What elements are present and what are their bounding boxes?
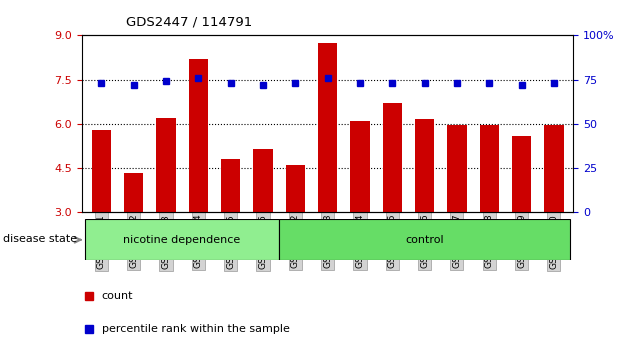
Bar [447,125,467,212]
Text: percentile rank within the sample: percentile rank within the sample [101,324,289,334]
Bar [544,125,564,212]
Bar [479,125,499,212]
Bar [382,103,402,212]
Bar [350,121,370,212]
Bar [318,43,337,212]
Bar [279,219,570,260]
Text: nicotine dependence: nicotine dependence [123,235,241,245]
Bar [512,136,531,212]
Bar [415,119,434,212]
Bar [156,118,176,212]
Text: control: control [405,235,444,245]
Bar [285,165,305,212]
Text: count: count [101,291,133,301]
Bar [253,149,273,212]
Text: disease state: disease state [3,234,77,244]
Bar [85,219,279,260]
Bar [188,59,208,212]
Text: GDS2447 / 114791: GDS2447 / 114791 [126,16,252,29]
Bar [124,173,143,212]
Bar [221,159,240,212]
Bar [91,130,111,212]
